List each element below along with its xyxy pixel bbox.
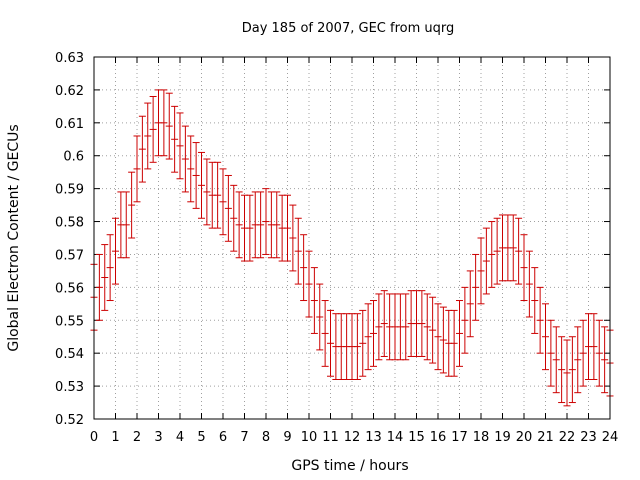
x-tick-label: 20	[516, 430, 533, 445]
plot-frame	[93, 56, 611, 420]
y-tick-label: 0.59	[55, 183, 84, 198]
x-axis-label: GPS time / hours	[291, 458, 408, 474]
plot-area	[90, 89, 614, 407]
y-tick-labels: 0.52 0.53 0.54 0.55 0.56 0.57 0.58 0.59 0.6 0.61 0…	[55, 51, 84, 428]
chart-title: Day 185 of 2007, GEC from uqrg	[242, 21, 455, 36]
y-tick-label: 0.52	[55, 413, 84, 428]
x-tick-label: 11	[322, 430, 339, 445]
x-tick-label: 13	[365, 430, 382, 445]
y-tick-label: 0.61	[55, 117, 84, 132]
y-tick-label: 0.6	[63, 150, 84, 165]
x-tick-label: 10	[301, 430, 318, 445]
x-tick-label: 14	[387, 430, 404, 445]
y-tick-label: 0.56	[55, 281, 84, 296]
x-tick-labels: 0 1 2 3 4 5 6 7 8 9 10 11 12 13 14 15 16 17 18 19 20 21 22 23 24	[90, 430, 618, 445]
x-tick-label: 0	[90, 430, 98, 445]
y-tick-label: 0.54	[55, 347, 84, 362]
x-tick-label: 12	[344, 430, 361, 445]
x-tick-label: 9	[283, 430, 291, 445]
x-tick-label: 21	[537, 430, 554, 445]
y-tick-label: 0.62	[55, 84, 84, 99]
x-tick-label: 19	[494, 430, 511, 445]
x-tick-label: 15	[408, 430, 425, 445]
y-axis-label: Global Electron Content / GECUs	[6, 124, 22, 351]
x-tick-label: 16	[430, 430, 447, 445]
x-tick-label: 4	[176, 430, 184, 445]
x-tick-label: 2	[133, 430, 141, 445]
x-tick-label: 23	[580, 430, 597, 445]
y-tick-label: 0.63	[55, 51, 84, 66]
x-tick-label: 22	[559, 430, 576, 445]
y-tick-label: 0.53	[55, 380, 84, 395]
x-tick-label: 5	[197, 430, 205, 445]
x-tick-label: 18	[473, 430, 490, 445]
x-tick-label: 6	[219, 430, 227, 445]
axis-ticks	[93, 56, 611, 420]
y-tick-label: 0.58	[55, 216, 84, 231]
x-tick-label: 17	[451, 430, 468, 445]
y-tick-label: 0.55	[55, 314, 84, 329]
y-tick-label: 0.57	[55, 248, 84, 263]
x-tick-label: 3	[154, 430, 162, 445]
x-tick-label: 24	[602, 430, 619, 445]
x-tick-label: 8	[262, 430, 270, 445]
x-tick-label: 1	[111, 430, 119, 445]
x-tick-label: 7	[240, 430, 248, 445]
